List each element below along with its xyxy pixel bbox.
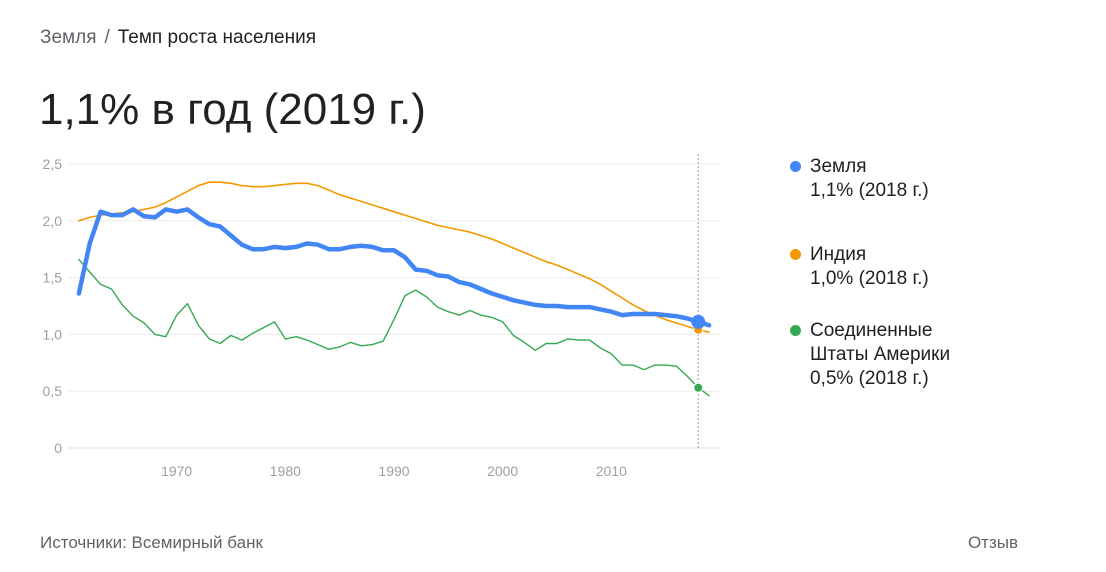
x-tick-label: 2000 — [487, 463, 518, 479]
legend-name-india: Индия — [810, 244, 867, 265]
breadcrumb: Земля / Темп роста населения — [40, 26, 316, 50]
breadcrumb-parent-link[interactable]: Земля — [40, 27, 97, 48]
legend-dot-earth — [790, 161, 801, 172]
chart-axes: 0 0,5 1,0 1,5 2,0 2,5 1970 1980 1990 2000 2010 — [43, 156, 628, 479]
y-tick-label: 1,0 — [43, 326, 63, 342]
chart-markers — [691, 314, 706, 393]
legend-value-india: 1,0% (2018 г.) — [810, 268, 929, 289]
series-line-earth — [76, 207, 712, 328]
x-tick-label: 1970 — [161, 463, 192, 479]
y-tick-label: 2,5 — [43, 156, 63, 172]
legend-dot-india — [790, 249, 801, 260]
series-line-india — [78, 181, 710, 333]
y-tick-label: 1,5 — [43, 270, 63, 286]
breadcrumb-separator: / — [104, 27, 110, 48]
legend-item-usa[interactable]: Соединенные Штаты Америки 0,5% (2018 г.) — [790, 319, 1090, 391]
growth-line-chart[interactable]: 0 0,5 1,0 1,5 2,0 2,5 1970 1980 1990 2000 2010 — [0, 140, 740, 485]
x-tick-label: 2010 — [596, 463, 627, 479]
y-tick-label: 2,0 — [43, 213, 63, 229]
legend-item-india[interactable]: Индия 1,0% (2018 г.) — [790, 243, 1090, 291]
marker-usa — [693, 382, 704, 393]
legend-name-earth: Земля — [810, 156, 867, 177]
sources-text: Источники: Всемирный банк — [40, 533, 263, 552]
y-tick-label: 0 — [54, 440, 62, 456]
legend-item-earth[interactable]: Земля 1,1% (2018 г.) — [790, 155, 1090, 203]
series-line-usa — [78, 258, 710, 397]
x-tick-label: 1990 — [378, 463, 409, 479]
chart-grid — [68, 154, 720, 449]
legend-value-earth: 1,1% (2018 г.) — [810, 180, 929, 201]
feedback-link[interactable]: Отзыв — [967, 533, 1018, 552]
chart-legend: Земля 1,1% (2018 г.) Индия 1,0% (2018 г.… — [790, 155, 1090, 391]
legend-dot-usa — [790, 325, 801, 336]
x-tick-label: 1980 — [270, 463, 301, 479]
legend-value-usa: 0,5% (2018 г.) — [810, 368, 929, 389]
y-tick-label: 0,5 — [43, 383, 63, 399]
page-title: 1,1% в год (2019 г.) — [39, 85, 426, 134]
marker-earth — [691, 314, 706, 329]
legend-name-usa: Соединенные Штаты Америки — [810, 320, 951, 365]
chart-series — [76, 181, 712, 397]
breadcrumb-current: Темп роста населения — [117, 27, 317, 48]
